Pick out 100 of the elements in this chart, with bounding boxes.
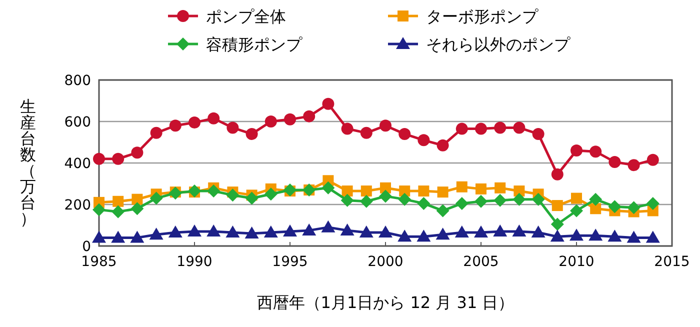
point: [322, 181, 335, 194]
point: [244, 226, 259, 239]
point: [360, 194, 373, 208]
point: [398, 192, 412, 206]
point: [646, 196, 660, 210]
legend-label: ターボ形ポンプ: [426, 7, 539, 26]
point: [303, 110, 316, 122]
point: [92, 230, 106, 243]
point: [322, 98, 334, 110]
point: [264, 226, 278, 238]
x-tick-label: 2015: [654, 254, 690, 270]
point: [512, 224, 526, 236]
point: [627, 201, 640, 214]
point: [340, 223, 354, 236]
point: [340, 194, 354, 207]
point: [570, 228, 584, 241]
point: [494, 182, 506, 194]
point: [493, 224, 508, 236]
point: [226, 188, 240, 202]
point: [513, 122, 526, 134]
point: [512, 192, 526, 206]
point: [246, 128, 258, 140]
point: [590, 146, 602, 158]
point: [149, 228, 164, 240]
point: [92, 203, 106, 216]
point: [476, 183, 486, 194]
point: [646, 230, 660, 243]
x-tick-label: 2010: [558, 254, 594, 270]
point: [552, 200, 563, 212]
point: [626, 230, 641, 243]
y-tick-label: 800: [64, 73, 91, 89]
point: [342, 186, 353, 197]
point: [454, 226, 469, 238]
point: [608, 200, 622, 214]
point: [475, 122, 487, 135]
point: [417, 196, 430, 210]
point: [208, 112, 220, 124]
point: [379, 190, 392, 203]
legend-label: ポンプ全体: [206, 7, 286, 26]
point: [494, 122, 506, 134]
point: [226, 226, 240, 238]
x-tick-label: 1990: [176, 254, 212, 270]
point: [551, 168, 564, 180]
point: [131, 146, 144, 159]
point: [531, 226, 546, 238]
point: [532, 128, 544, 140]
point: [130, 230, 144, 243]
point: [588, 228, 603, 241]
y-tick-label: 200: [64, 198, 91, 214]
point: [284, 113, 296, 126]
point: [132, 194, 143, 205]
point: [456, 122, 468, 135]
x-tick-label: 1995: [272, 254, 308, 270]
point: [112, 205, 125, 218]
point: [206, 224, 221, 236]
point: [550, 218, 564, 231]
point: [360, 126, 372, 139]
point: [418, 186, 430, 197]
point: [589, 192, 602, 206]
point: [93, 152, 105, 165]
point: [188, 224, 202, 236]
point: [360, 186, 372, 197]
point: [168, 226, 182, 238]
point: [359, 226, 374, 238]
point: [474, 194, 488, 208]
point: [341, 122, 354, 135]
point: [111, 230, 126, 243]
point: [571, 192, 582, 204]
point: [264, 188, 278, 201]
x-tick-label: 2005: [463, 254, 499, 270]
point: [436, 139, 449, 152]
point: [608, 230, 622, 242]
point: [284, 183, 296, 196]
point: [416, 230, 431, 242]
x-axis-title: 西暦年（1月1日から 12 月 31 日）: [256, 293, 514, 312]
point: [378, 226, 392, 238]
point: [474, 226, 488, 238]
point: [570, 144, 582, 157]
legend-label: 容積形ポンプ: [206, 35, 303, 54]
x-tick-label: 2000: [368, 254, 404, 270]
x-tick-label: 1985: [81, 254, 117, 270]
y-axis-title: 生産台数（万台）: [20, 97, 36, 228]
point: [455, 196, 468, 210]
point: [608, 156, 621, 168]
point: [283, 224, 297, 236]
point: [188, 116, 200, 129]
point: [590, 203, 602, 214]
point: [207, 184, 220, 198]
point: [436, 204, 450, 218]
point: [628, 159, 640, 172]
point: [150, 126, 162, 139]
y-tick-label: 400: [64, 156, 91, 172]
point: [245, 192, 258, 205]
point: [398, 230, 412, 242]
point: [112, 152, 124, 165]
point: [532, 192, 545, 206]
point: [150, 192, 163, 205]
point: [436, 228, 450, 240]
y-tick-label: 600: [64, 114, 91, 130]
point: [570, 204, 583, 218]
